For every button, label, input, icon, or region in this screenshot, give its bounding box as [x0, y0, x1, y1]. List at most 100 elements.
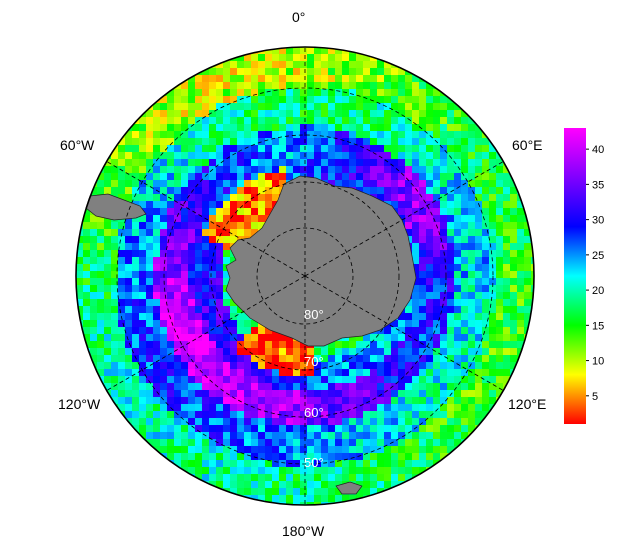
field-cell [342, 61, 349, 68]
field-cell [349, 355, 356, 362]
field-cell [384, 180, 391, 187]
field-cell [153, 439, 160, 446]
field-cell [314, 362, 321, 369]
field-cell [335, 467, 342, 474]
field-cell [132, 194, 139, 201]
field-cell [398, 432, 405, 439]
field-cell [321, 481, 328, 488]
field-cell [125, 236, 132, 243]
field-cell [377, 404, 384, 411]
field-cell [188, 152, 195, 159]
field-cell [398, 208, 405, 215]
field-cell [244, 460, 251, 467]
field-cell [503, 278, 510, 285]
field-cell [216, 334, 223, 341]
field-cell [307, 152, 314, 159]
field-cell [223, 460, 230, 467]
field-cell [384, 460, 391, 467]
field-cell [111, 376, 118, 383]
field-cell [377, 131, 384, 138]
field-cell [440, 439, 447, 446]
field-cell [104, 222, 111, 229]
field-cell [139, 201, 146, 208]
field-cell [342, 348, 349, 355]
field-cell [314, 68, 321, 75]
field-cell [202, 138, 209, 145]
field-cell [279, 110, 286, 117]
field-cell [174, 124, 181, 131]
field-cell [188, 208, 195, 215]
field-cell [363, 488, 370, 495]
field-cell [146, 278, 153, 285]
field-cell [265, 124, 272, 131]
field-cell [251, 124, 258, 131]
field-cell [482, 369, 489, 376]
field-cell [230, 306, 237, 313]
field-cell [433, 257, 440, 264]
field-cell [489, 362, 496, 369]
field-cell [265, 138, 272, 145]
field-cell [433, 124, 440, 131]
field-cell [125, 159, 132, 166]
field-cell [412, 180, 419, 187]
field-cell [384, 89, 391, 96]
field-cell [160, 404, 167, 411]
field-cell [307, 418, 314, 425]
field-cell [342, 369, 349, 376]
field-cell [146, 166, 153, 173]
field-cell [181, 145, 188, 152]
field-cell [440, 425, 447, 432]
field-cell [335, 355, 342, 362]
field-cell [405, 229, 412, 236]
field-cell [118, 383, 125, 390]
field-cell [468, 229, 475, 236]
field-cell [202, 117, 209, 124]
field-cell [286, 488, 293, 495]
field-cell [328, 446, 335, 453]
field-cell [76, 257, 83, 264]
field-cell [118, 194, 125, 201]
field-cell [405, 425, 412, 432]
field-cell [475, 341, 482, 348]
field-cell [146, 299, 153, 306]
field-cell [146, 313, 153, 320]
field-cell [258, 355, 265, 362]
field-cell [188, 96, 195, 103]
field-cell [482, 229, 489, 236]
field-cell [342, 446, 349, 453]
field-cell [363, 425, 370, 432]
field-cell [279, 369, 286, 376]
field-cell [342, 75, 349, 82]
field-cell [265, 481, 272, 488]
field-cell [503, 180, 510, 187]
field-cell [132, 257, 139, 264]
field-cell [153, 404, 160, 411]
field-cell [181, 474, 188, 481]
field-cell [216, 117, 223, 124]
field-cell [167, 89, 174, 96]
field-cell [335, 75, 342, 82]
colorbar-tick-label: 40 [592, 144, 604, 156]
field-cell [167, 285, 174, 292]
field-cell [139, 271, 146, 278]
field-cell [265, 131, 272, 138]
field-cell [426, 159, 433, 166]
field-cell [167, 180, 174, 187]
field-cell [195, 313, 202, 320]
field-cell [132, 425, 139, 432]
field-cell [433, 110, 440, 117]
field-cell [160, 292, 167, 299]
field-cell [405, 460, 412, 467]
field-cell [132, 159, 139, 166]
field-cell [461, 292, 468, 299]
field-cell [209, 292, 216, 299]
field-cell [202, 201, 209, 208]
field-cell [384, 348, 391, 355]
field-cell [405, 166, 412, 173]
field-cell [314, 103, 321, 110]
field-cell [321, 152, 328, 159]
lat-label-50: 50° [304, 455, 324, 470]
field-cell [251, 439, 258, 446]
field-cell [223, 173, 230, 180]
field-cell [202, 250, 209, 257]
